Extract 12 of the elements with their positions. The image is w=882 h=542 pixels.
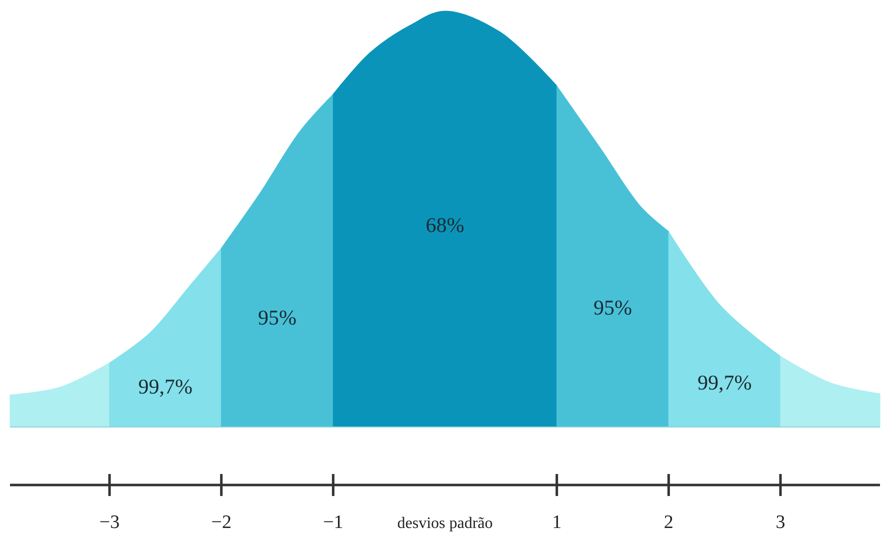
annotation: 68% (426, 213, 464, 238)
x-tick-label: 1 (552, 512, 562, 533)
x-tick-label: −1 (323, 512, 344, 533)
annotation: 99,7% (138, 374, 193, 398)
x-tick-label: 3 (776, 512, 786, 533)
x-tick-label: 2 (664, 512, 674, 533)
x-axis-title: desvios padrão (397, 515, 493, 532)
annotation: 99,7% (697, 370, 752, 394)
x-tick-label: −2 (211, 512, 232, 533)
x-tick-label: −3 (99, 512, 120, 533)
annotation: 95% (593, 296, 632, 320)
annotation: 95% (258, 305, 297, 330)
